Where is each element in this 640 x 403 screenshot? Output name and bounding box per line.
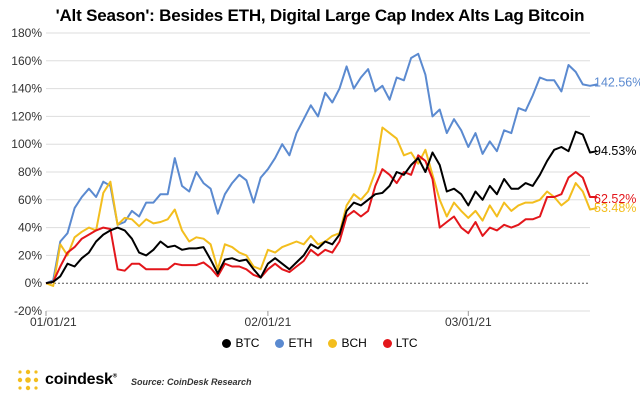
series-line-eth: [45, 52, 598, 285]
logo-dot: [17, 377, 23, 383]
legend-label: BTC: [235, 336, 260, 350]
y-tick-label: 120%: [11, 109, 42, 123]
logo-trademark: ®: [112, 373, 117, 380]
y-tick-label: 40%: [18, 221, 42, 235]
y-tick-label: 180%: [11, 26, 42, 40]
end-labels: 94.53% 142.56% 53.48%62.52%: [594, 75, 640, 215]
y-tick-label: 20%: [18, 248, 42, 262]
logo-dot: [33, 377, 39, 383]
legend-label: ETH: [288, 336, 313, 350]
x-tick-label: 03/01/21: [445, 315, 492, 329]
y-tick-label: 80%: [18, 165, 42, 179]
legend-swatch: [328, 338, 338, 348]
series-lines: [45, 52, 598, 287]
x-tick-label: 01/01/21: [30, 315, 77, 329]
legend-item-ltc: LTC: [382, 336, 418, 350]
legend-swatch: [222, 338, 232, 348]
series-line-ltc: [45, 154, 598, 285]
end-label-eth: 142.56%: [594, 75, 640, 89]
footer: coindesk® Source: CoinDesk Research: [16, 368, 252, 392]
x-tick-label: 02/01/21: [245, 315, 292, 329]
legend-item-eth: ETH: [275, 336, 312, 350]
legend-item-btc: BTC: [222, 336, 259, 350]
logo-dot: [34, 370, 38, 374]
logo-dot: [18, 386, 22, 390]
logo-dot: [25, 385, 31, 391]
gridlines: [46, 32, 590, 312]
x-axis-ticks: 01/01/21 02/01/21 03/01/21: [30, 311, 492, 329]
series-line-bch: [45, 126, 598, 287]
y-tick-label: 160%: [11, 54, 42, 68]
source-note: Source: CoinDesk Research: [131, 376, 252, 387]
y-tick-label: 140%: [11, 82, 42, 96]
chart-legend: BTC ETH BCH LTC: [0, 336, 640, 350]
logo-dot: [18, 370, 22, 374]
logo-dot: [25, 377, 31, 383]
y-axis-ticks: -20% 0% 20% 40% 60% 80% 100% 120% 140% 160% 180%: [11, 26, 42, 318]
legend-swatch: [382, 338, 392, 348]
end-label-bch: 53.48%: [594, 201, 636, 215]
y-tick-label: 100%: [11, 137, 42, 151]
legend-label: BCH: [341, 336, 367, 350]
end-label-ltc: 62.52%: [594, 192, 636, 206]
chart-title: 'Alt Season': Besides ETH, Digital Large…: [55, 6, 585, 25]
legend-swatch: [275, 338, 285, 348]
coindesk-logo-text: coindesk®: [45, 371, 117, 389]
y-tick-label: 60%: [18, 193, 42, 207]
end-label-btc: 94.53%: [594, 144, 636, 158]
logo-dot: [34, 386, 38, 390]
coindesk-logo-icon: [17, 369, 39, 391]
y-tick-label: 0%: [25, 276, 43, 290]
logo-wordmark: coindesk: [45, 371, 113, 388]
logo-dot: [25, 369, 31, 375]
legend-item-bch: BCH: [328, 336, 367, 350]
legend-label: LTC: [395, 336, 418, 350]
series-line-btc: [45, 130, 598, 285]
y-tick-label: -20%: [14, 304, 42, 318]
